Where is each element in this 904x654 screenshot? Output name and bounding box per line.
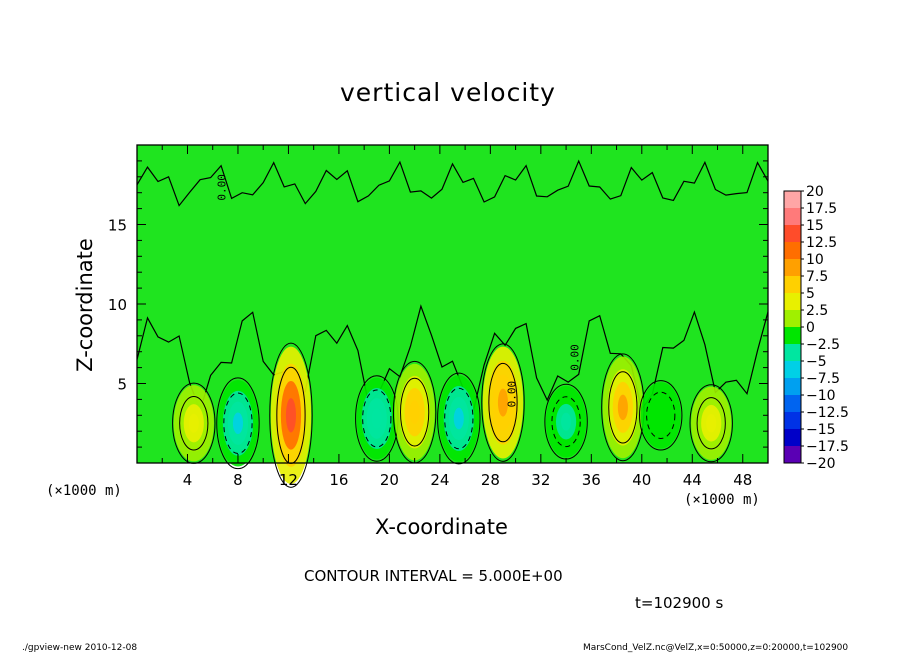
x-tick-label: 4: [183, 471, 193, 489]
colorbar-label: −12.5: [806, 405, 849, 421]
colorbar-segment: [784, 446, 801, 463]
contour-line: [269, 342, 313, 488]
contour-line: [216, 377, 260, 470]
velocity-cell: [561, 412, 572, 431]
x-tick-label: 48: [733, 471, 752, 489]
colorbar-segment: [784, 327, 801, 344]
contour-line: [646, 391, 676, 439]
colorbar-segment: [784, 293, 801, 310]
colorbar-segment: [784, 242, 801, 259]
velocity-cell: [655, 407, 666, 424]
colorbar-segment: [784, 412, 801, 429]
velocity-cell: [285, 398, 297, 433]
x-tick-label: 28: [481, 471, 500, 489]
colorbar-label: 10: [806, 252, 824, 268]
contour-line: [551, 396, 581, 448]
colorbar-segment: [784, 276, 801, 293]
x-axis-unit-left: (×1000 m): [46, 483, 122, 499]
y-axis-label: Z-coordinate: [73, 238, 97, 372]
colorbar-label: 2.5: [806, 303, 828, 319]
x-tick-label: 12: [279, 471, 298, 489]
contour-line: [696, 397, 726, 450]
contour-line: [136, 159, 769, 207]
contour-line: [444, 387, 474, 450]
contour-label: 0.00: [215, 174, 228, 201]
contour-line: [437, 372, 481, 465]
colorbar-label: 7.5: [806, 269, 828, 285]
colorbar-segment: [784, 310, 801, 327]
colorbar-segment: [784, 344, 801, 361]
velocity-cell: [409, 400, 420, 425]
colorbar-label: 0: [806, 320, 815, 336]
contour-line: [481, 343, 525, 462]
colorbar-label: 20: [806, 184, 824, 200]
contour-interval-text: CONTOUR INTERVAL = 5.000E+00: [304, 567, 563, 585]
contour-line: [400, 377, 430, 447]
colorbar-label: −5: [806, 354, 827, 370]
contour-line: [689, 384, 733, 463]
y-tick-label: 10: [108, 296, 127, 314]
x-tick-label: 24: [430, 471, 449, 489]
footer-left-text: ./gpview-new 2010-12-08: [22, 643, 138, 653]
contour-line: [179, 396, 209, 451]
colorbar-label: −17.5: [806, 439, 849, 455]
contour-line: [362, 389, 392, 448]
colorbar-segment: [784, 361, 801, 378]
velocity-cell: [453, 407, 464, 430]
colorbar-segment: [784, 208, 801, 225]
time-text: t=102900 s: [635, 594, 724, 612]
colorbar-label: −7.5: [806, 371, 840, 387]
colorbar-label: −2.5: [806, 337, 840, 353]
x-tick-label: 16: [329, 471, 348, 489]
contour-label: 0.00: [569, 344, 582, 371]
y-tick-label: 15: [108, 217, 127, 235]
y-tick-label: 5: [117, 376, 127, 394]
x-axis-unit-right: (×1000 m): [684, 492, 760, 508]
x-tick-label: 44: [683, 471, 702, 489]
velocity-cell: [188, 413, 199, 433]
colorbar-label: 5: [806, 286, 815, 302]
footer-right-text: MarsCond_VelZ.nc@VelZ,x=0:50000,z=0:2000…: [583, 643, 849, 653]
colorbar-segment: [784, 395, 801, 412]
contour-line: [488, 362, 518, 443]
contour-label: 0.00: [506, 381, 519, 408]
contour-line: [136, 304, 769, 413]
velocity-cell: [497, 388, 509, 417]
velocity-cell: [371, 408, 382, 429]
colorbar-segment: [784, 429, 801, 446]
colorbar-segment: [784, 378, 801, 395]
x-tick-label: 32: [531, 471, 550, 489]
contour-line: [223, 392, 253, 455]
contour-line: [608, 371, 638, 444]
colorbar-segment: [784, 225, 801, 242]
colorbar-label: −20: [806, 456, 836, 472]
colorbar-segment: [784, 191, 801, 208]
chart-title: vertical velocity: [340, 78, 556, 107]
x-tick-label: 20: [380, 471, 399, 489]
contour-line: [639, 380, 683, 451]
x-axis-label: X-coordinate: [375, 515, 508, 539]
velocity-cell: [706, 414, 717, 433]
colorbar-label: 12.5: [806, 235, 837, 251]
velocity-cell: [617, 394, 628, 421]
colorbar-label: −15: [806, 422, 836, 438]
x-tick-label: 8: [233, 471, 243, 489]
x-tick-label: 40: [632, 471, 651, 489]
colorbar-label: 15: [806, 218, 824, 234]
velocity-cell: [232, 412, 244, 435]
x-tick-label: 36: [582, 471, 601, 489]
colorbar-segment: [784, 259, 801, 276]
colorbar-label: 17.5: [806, 201, 837, 217]
colorbar-label: −10: [806, 388, 836, 404]
